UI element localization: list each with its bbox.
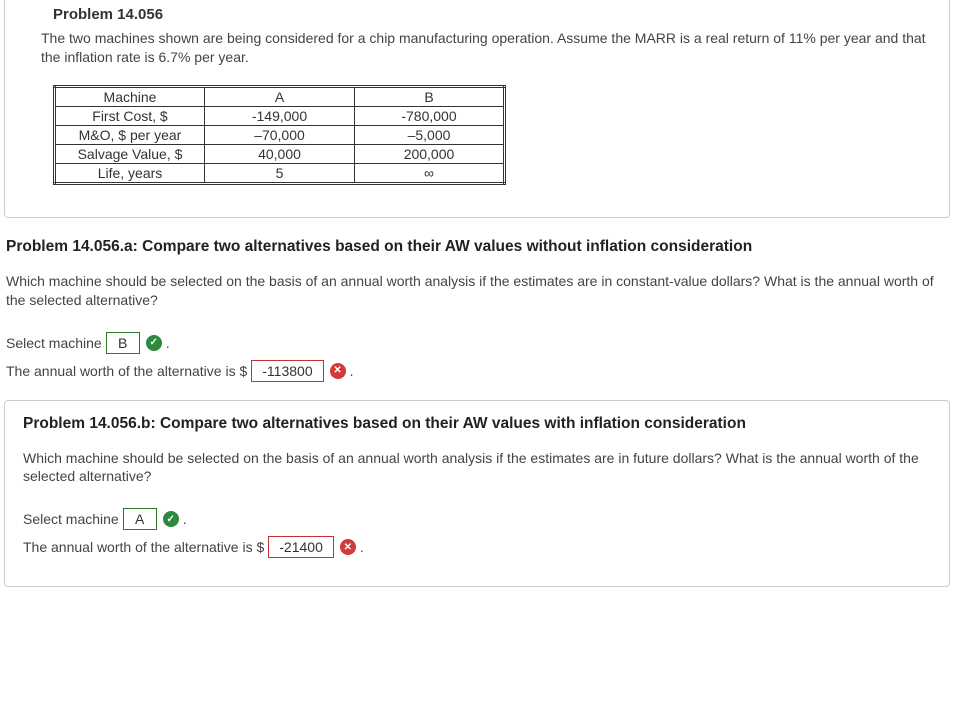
part-a-aw-line: The annual worth of the alternative is $… — [6, 360, 954, 382]
table-header: B — [355, 86, 505, 106]
period: . — [183, 511, 187, 527]
machine-select-a[interactable]: B — [106, 332, 140, 354]
table-cell: Salvage Value, $ — [55, 144, 205, 163]
table-header: A — [205, 86, 355, 106]
table-cell: –5,000 — [355, 125, 505, 144]
part-a-heading: Problem 14.056.a: Compare two alternativ… — [6, 238, 954, 256]
machine-table: Machine A B First Cost, $ -149,000 -780,… — [53, 85, 506, 185]
table-header-row: Machine A B — [55, 86, 505, 106]
table-row: First Cost, $ -149,000 -780,000 — [55, 106, 505, 125]
aw-input-b[interactable]: -21400 — [268, 536, 334, 558]
table-cell: 200,000 — [355, 144, 505, 163]
period: . — [166, 335, 170, 351]
table-cell: -780,000 — [355, 106, 505, 125]
part-b-heading: Problem 14.056.b: Compare two alternativ… — [23, 415, 931, 433]
part-b-panel: Problem 14.056.b: Compare two alternativ… — [4, 400, 950, 588]
table-cell: -149,000 — [205, 106, 355, 125]
table-cell: 40,000 — [205, 144, 355, 163]
select-label: Select machine — [23, 511, 119, 527]
table-cell: ∞ — [355, 163, 505, 183]
period: . — [350, 363, 354, 379]
part-a-select-line: Select machine B ✓ . — [6, 332, 954, 354]
part-b-aw-line: The annual worth of the alternative is $… — [23, 536, 931, 558]
select-label: Select machine — [6, 335, 102, 351]
table-cell: M&O, $ per year — [55, 125, 205, 144]
problem-panel: Problem 14.056 The two machines shown ar… — [4, 0, 950, 218]
machine-select-b[interactable]: A — [123, 508, 157, 530]
table-row: Salvage Value, $ 40,000 200,000 — [55, 144, 505, 163]
aw-label: The annual worth of the alternative is $ — [23, 539, 264, 555]
cross-icon: ✕ — [330, 363, 346, 379]
part-b-select-line: Select machine A ✓ . — [23, 508, 931, 530]
table-cell: 5 — [205, 163, 355, 183]
check-icon: ✓ — [163, 511, 179, 527]
table-cell: Life, years — [55, 163, 205, 183]
aw-input-a[interactable]: -113800 — [251, 360, 323, 382]
part-b-question: Which machine should be selected on the … — [23, 449, 931, 487]
check-icon: ✓ — [146, 335, 162, 351]
table-cell: First Cost, $ — [55, 106, 205, 125]
cross-icon: ✕ — [340, 539, 356, 555]
table-cell: –70,000 — [205, 125, 355, 144]
problem-title: Problem 14.056 — [53, 6, 931, 23]
table-row: Life, years 5 ∞ — [55, 163, 505, 183]
period: . — [360, 539, 364, 555]
table-row: M&O, $ per year –70,000 –5,000 — [55, 125, 505, 144]
aw-label: The annual worth of the alternative is $ — [6, 363, 247, 379]
problem-description: The two machines shown are being conside… — [41, 29, 931, 67]
table-header: Machine — [55, 86, 205, 106]
part-a-question: Which machine should be selected on the … — [6, 272, 944, 310]
